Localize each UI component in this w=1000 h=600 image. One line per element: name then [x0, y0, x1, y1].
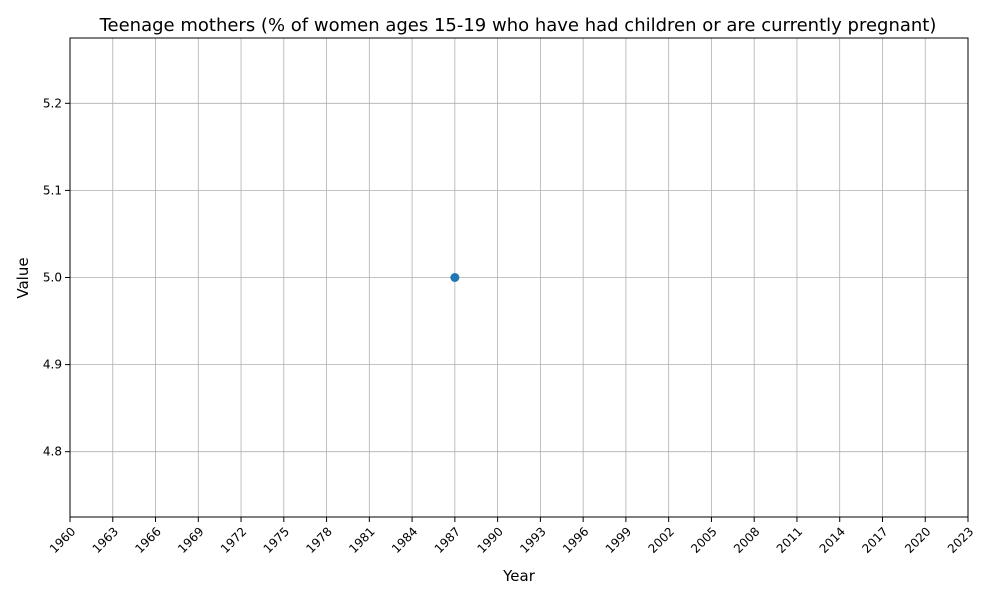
- x-tick-label: 1963: [90, 524, 121, 555]
- x-tick-label: 1969: [175, 524, 206, 555]
- x-tick-label: 2002: [646, 524, 677, 555]
- y-tick-label: 5.0: [43, 271, 62, 285]
- y-axis-label: Value: [14, 257, 32, 298]
- x-tick-label: 1996: [560, 524, 591, 555]
- y-tick-label: 4.9: [43, 358, 62, 372]
- y-tick-label: 4.8: [43, 445, 62, 459]
- x-tick-label: 1960: [47, 524, 78, 555]
- x-tick-label: 1966: [132, 524, 163, 555]
- data-point: [450, 273, 460, 282]
- x-tick-label: 1981: [346, 524, 377, 555]
- chart-title: Teenage mothers (% of women ages 15-19 w…: [99, 15, 937, 36]
- x-tick-label: 1972: [218, 524, 249, 555]
- x-tick-label: 2023: [945, 524, 976, 555]
- x-tick-label: 1987: [432, 524, 463, 555]
- x-axis: 1960 1963 1966 1969 1972 1975 1978 1981 1984 1987…: [47, 517, 976, 556]
- x-tick-label: 2008: [731, 524, 762, 555]
- y-axis: 4.8 4.9 5.0 5.1 5.2: [43, 96, 70, 459]
- x-tick-label: 2014: [817, 524, 848, 555]
- x-tick-label: 1978: [303, 524, 334, 555]
- x-tick-label: 1999: [603, 524, 634, 555]
- x-tick-label: 2020: [902, 524, 933, 555]
- x-tick-label: 2011: [774, 524, 805, 555]
- y-tick-label: 5.1: [43, 183, 62, 197]
- x-tick-label: 1993: [517, 524, 548, 555]
- x-tick-label: 1975: [261, 524, 292, 555]
- x-axis-label: Year: [502, 567, 536, 585]
- x-tick-label: 1990: [474, 524, 505, 555]
- x-tick-label: 1984: [389, 524, 420, 555]
- x-tick-label: 2005: [688, 524, 719, 555]
- series-layer: [450, 273, 460, 282]
- y-tick-label: 5.2: [43, 96, 62, 110]
- x-tick-label: 2017: [859, 524, 890, 555]
- grid: [69, 38, 969, 517]
